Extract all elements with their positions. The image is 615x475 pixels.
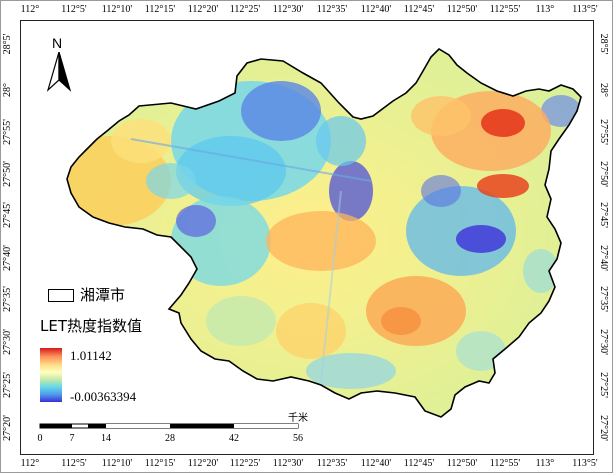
lon-tick: 112°50' [446, 458, 478, 469]
scale-label: 14 [101, 433, 111, 444]
scale-label: 7 [69, 433, 75, 444]
lat-tick: 27°35' [2, 286, 13, 312]
legend-color-ramp [40, 348, 62, 402]
legend-max-value: 1.01142 [70, 348, 112, 363]
lon-tick: 112°20' [187, 4, 219, 15]
lon-tick: 112°40' [360, 458, 392, 469]
lon-tick: 112°30' [272, 458, 304, 469]
lon-tick: 112°10' [101, 458, 133, 469]
lat-tick: 27°45' [2, 202, 13, 228]
lon-tick: 112° [20, 4, 40, 15]
lat-tick: 27°50' [598, 161, 609, 187]
lat-tick: 27°50' [2, 161, 13, 187]
lon-tick: 112°30' [272, 4, 304, 15]
boundary-outline [66, 47, 582, 418]
lat-tick: 27°40' [2, 245, 13, 271]
lon-tick: 112°15' [144, 458, 176, 469]
scale-label: 28 [165, 433, 175, 444]
lon-tick: 112°40' [360, 4, 392, 15]
legend-index-title: LET热度指数值 [40, 317, 142, 335]
lon-tick: 112°50' [446, 4, 478, 15]
lat-tick: 27°20' [598, 415, 609, 441]
heat-surface [67, 49, 581, 417]
lat-tick: 28°5' [598, 33, 609, 55]
scale-label: 42 [229, 433, 239, 444]
lon-tick: 112°45' [403, 458, 435, 469]
lon-tick: 112°35' [316, 4, 348, 15]
lon-tick: 113°5' [572, 458, 598, 469]
lon-tick: 112°20' [187, 458, 219, 469]
lon-tick: 112°10' [101, 4, 133, 15]
map-canvas [20, 20, 594, 455]
lon-tick: 112°5' [61, 458, 87, 469]
lat-tick: 28° [2, 83, 13, 97]
lat-tick: 27°30' [598, 329, 609, 355]
legend-min-value: -0.00363394 [70, 389, 137, 404]
scale-bar: 千米 0 7 14 28 42 56 [30, 414, 330, 450]
lat-tick: 28°5' [2, 33, 13, 55]
scale-label: 0 [37, 433, 43, 444]
north-label: N [52, 35, 63, 51]
map-svg [66, 47, 582, 418]
lat-tick: 27°40' [598, 245, 609, 271]
lon-tick: 112°5' [61, 4, 87, 15]
legend-boundary-swatch [48, 289, 74, 302]
scale-unit: 千米 [288, 413, 308, 424]
scale-label: 56 [293, 433, 303, 444]
lon-tick: 113° [535, 4, 555, 15]
lon-tick: 112°35' [316, 458, 348, 469]
lat-tick: 27°55' [598, 119, 609, 145]
lat-tick: 27°35' [598, 286, 609, 312]
lat-tick: 27°55' [2, 119, 13, 145]
lon-tick: 113°5' [572, 4, 598, 15]
scale-bar-graphic [39, 423, 299, 429]
north-arrow: N [44, 36, 74, 92]
lon-tick: 113° [535, 458, 555, 469]
lat-tick: 27°20' [2, 415, 13, 441]
lon-tick: 112°25' [229, 458, 261, 469]
lon-tick: 112°45' [403, 4, 435, 15]
lat-tick: 27°25' [2, 372, 13, 398]
lon-tick: 112° [20, 458, 40, 469]
lat-tick: 28° [598, 83, 609, 97]
lon-tick: 112°55' [489, 4, 521, 15]
legend-boundary-label: 湘潭市 [80, 286, 126, 304]
north-arrow-icon [46, 52, 72, 92]
lon-tick: 112°15' [144, 4, 176, 15]
lon-tick: 112°25' [229, 4, 261, 15]
lat-tick: 27°45' [598, 202, 609, 228]
lon-tick: 112°55' [489, 458, 521, 469]
lat-tick: 27°30' [2, 329, 13, 355]
lat-tick: 27°25' [598, 372, 609, 398]
